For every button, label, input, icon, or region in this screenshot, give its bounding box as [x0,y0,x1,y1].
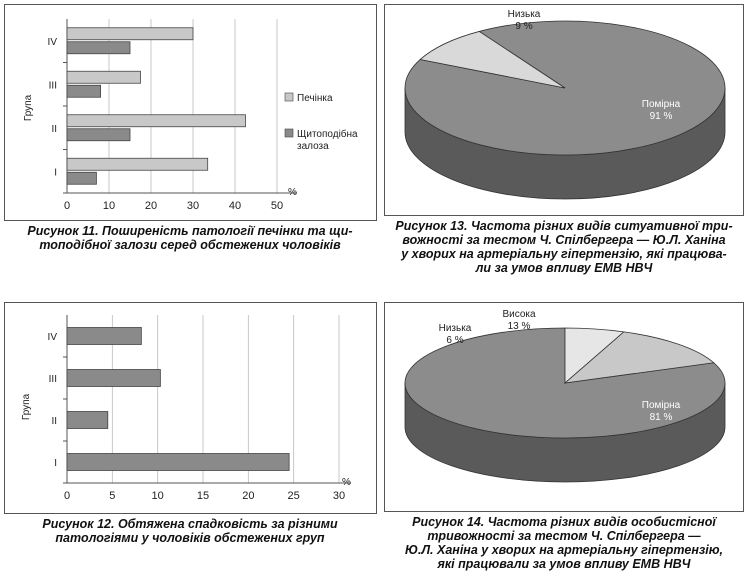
pie-value-1: 6 % [446,335,463,346]
y-axis-title: Група [23,94,34,121]
bar-series-1-I [66,171,97,185]
bar-series-1-II [66,128,131,142]
x-tick-label: 0 [64,200,70,212]
x-tick-label: 20 [145,200,157,212]
figure-14-caption-line-3: Ю.Л. Ханіна у хворих на артеріальну гіпе… [404,543,724,557]
y-category-label: III [49,374,57,385]
bar-value-I [66,453,290,471]
pie-slice-2 [563,331,715,384]
bar-series-0-III [66,70,141,84]
figure-12-frame: 0 5 10 15 20 25 30% Група IV III II I [4,302,377,514]
x-axis-unit-label: % [288,187,297,198]
bar-value-II [66,411,109,429]
pie-label-0: Помірна [642,400,681,411]
x-tick-label: 50 [271,200,283,212]
y-category-label: II [51,416,57,427]
pie-value-1: 9 % [515,21,532,32]
legend-swatch [284,92,294,102]
figure-13-frame: Помірна 91 % Низька 9 % [384,4,744,216]
pie-value-0: 81 % [650,412,673,423]
bar-value-IV [66,327,142,345]
figure-13-caption-line-2: вожності за тестом Ч. Спілбергера — Ю.Л.… [402,233,726,247]
figure-13-caption-line-3: у хворих на артеріальну гіпертензію, які… [401,247,727,261]
figure-14-caption-line-1: Рисунок 14. Частота різних видів особист… [412,515,716,529]
figure-11-chart: 0 10 20 30 40 50%ГрупаIVIIIIIIПечінкаЩитоподі… [23,19,358,212]
x-tick-label: 30 [333,490,345,502]
y-category-label: I [54,458,57,469]
figure-13-caption-line-1: Рисунок 13. Частота різних видів ситуати… [395,219,733,233]
x-axis-unit-label: % [342,477,351,488]
x-tick-label: 0 [64,490,70,502]
bar-series-1-IV [66,41,131,55]
x-tick-label: 25 [288,490,300,502]
figure-14-caption-line-4: які працювали за умов впливу ЕМВ НВЧ [437,557,691,571]
y-category-label: II [51,124,57,135]
legend-label: Щитоподібна [297,128,358,140]
y-category-label: III [49,80,57,91]
figure-13-caption: Рисунок 13. Частота різних видів ситуати… [384,219,744,275]
pie-label-0: Помірна [642,99,681,110]
y-category-label: I [54,167,57,178]
pie-label-1: Низька [508,9,541,20]
x-tick-label: 10 [103,200,115,212]
figure-11-caption-line-1: Рисунок 11. Поширеність патології печінк… [27,224,353,238]
y-category-label: IV [48,332,58,343]
bar-series-1-III [66,84,101,98]
x-tick-label: 5 [109,490,115,502]
figure-14-frame: Помірна 81 % Низька 6 % Висока 13 % [384,302,744,512]
pie-label-1: Низька [439,323,472,334]
figure-12-caption-line-2: патологіями у чоловіків обстежених груп [55,531,325,545]
bar-series-0-II [66,114,246,128]
figure-14-caption-line-2: тривожності за тестом Ч. Спілбергера — [427,529,701,543]
x-tick-label: 30 [187,200,199,212]
legend-swatch [284,128,294,138]
pie-slice-1 [419,30,566,89]
figure-14-caption: Рисунок 14. Частота різних видів особист… [384,515,744,571]
bar-value-III [66,369,161,387]
figure-11-frame: 0 10 20 30 40 50% Група IV III II I Печінка Щитоподі… [4,4,377,221]
bar-series-0-I [66,157,209,171]
pie-value-2: 13 % [508,321,531,332]
y-category-label: IV [48,37,58,48]
figure-13-caption-line-4: ли за умов впливу ЕМВ НВЧ [475,261,653,275]
x-tick-label: 10 [152,490,164,502]
x-tick-label: 40 [229,200,241,212]
legend-label: залоза [297,141,329,152]
y-axis-title: Група [21,393,32,420]
figure-12-caption: Рисунок 12. Обтяжена спадковість за різн… [4,517,376,545]
figure-11-caption: Рисунок 11. Поширеність патології печінк… [4,224,376,252]
x-tick-label: 20 [242,490,254,502]
bar-series-0-IV [66,27,194,41]
pie-value-0: 91 % [650,111,673,122]
figure-11-caption-line-2: топодібної залози серед обстежених чолов… [39,238,341,252]
pie-label-2: Висока [502,309,536,320]
x-tick-label: 15 [197,490,209,502]
figure-12-caption-line-1: Рисунок 12. Обтяжена спадковість за різн… [42,517,338,531]
legend-label: Печінка [297,93,333,104]
